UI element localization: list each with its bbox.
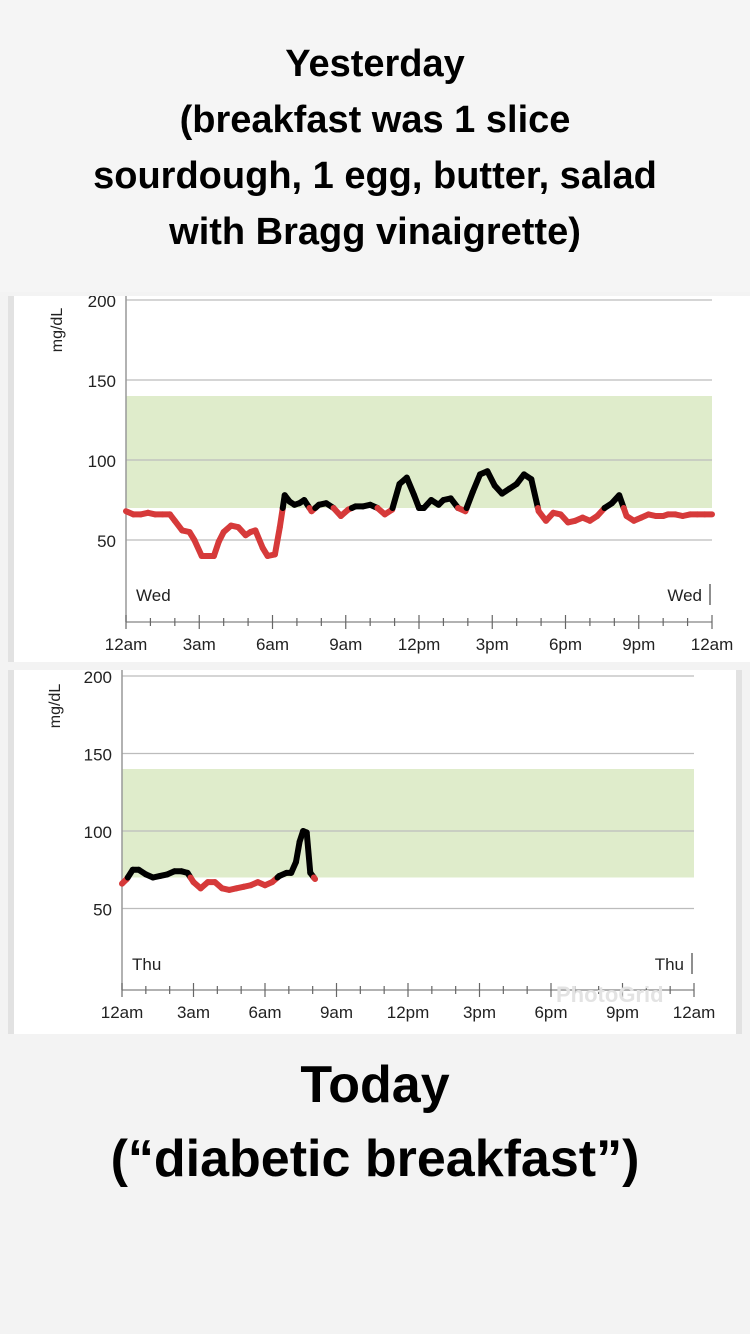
- top-caption: Yesterday (breakfast was 1 slice sourdou…: [0, 0, 750, 292]
- glucose-chart-svg: 50 100 150 200 mg/dL 12am 3am 6am 9am 12pm 3pm 6pm 9…: [49, 290, 734, 654]
- caption-line: sourdough, 1 egg, butter, salad: [93, 155, 657, 197]
- x-tick-label: 9am: [320, 1003, 353, 1022]
- y-tick-label: 100: [84, 823, 112, 842]
- target-range-band: [126, 396, 712, 508]
- glucose-chart-svg: 50 100 150 200 mg/dL 12am 3am 6am 9am 12pm 3pm 6pm 9…: [47, 666, 716, 1022]
- y-tick-label: 150: [84, 746, 112, 765]
- y-axis-label: mg/dL: [49, 308, 66, 353]
- day-label-right: Wed: [667, 586, 702, 605]
- x-tick-label: 12pm: [387, 1003, 430, 1022]
- photogrid-watermark: PhotoGrid: [556, 982, 664, 1007]
- x-tick-label: 12am: [105, 635, 148, 654]
- caption-line: (“diabetic breakfast”): [110, 1130, 640, 1188]
- x-tick-label: 3pm: [476, 635, 509, 654]
- glucose-line-segment: [310, 874, 319, 883]
- y-tick-label: 50: [93, 901, 112, 920]
- glucose-line-segment: [303, 829, 314, 876]
- bottom-caption: Today (“diabetic breakfast”): [0, 1042, 750, 1334]
- glucose-line-segment: [276, 505, 286, 531]
- y-tick-label: 50: [97, 532, 116, 551]
- y-tick-label: 150: [88, 372, 116, 391]
- x-tick-label: 6am: [256, 635, 289, 654]
- glucose-line-segment: [469, 471, 484, 495]
- caption-line: with Bragg vinaigrette): [169, 211, 581, 253]
- y-tick-label: 100: [88, 452, 116, 471]
- glucose-chart-today: 50 100 150 200 mg/dL 12am 3am 6am 9am 12pm 3pm 6pm 9…: [8, 666, 742, 1034]
- glucose-line-segment: [252, 527, 266, 551]
- x-tick-label: 6pm: [549, 635, 582, 654]
- x-tick-label: 3pm: [463, 1003, 496, 1022]
- glucose-line-segment: [403, 474, 418, 499]
- y-tick-label: 200: [84, 670, 112, 687]
- day-label-left: Wed: [136, 586, 171, 605]
- x-tick-label: 3am: [183, 635, 216, 654]
- x-tick-label: 6am: [248, 1003, 281, 1022]
- day-label-right: Thu: [655, 955, 684, 974]
- x-tick-label: 12am: [673, 1003, 716, 1022]
- glucose-line-segment: [292, 838, 303, 865]
- x-tick-label: 9am: [329, 635, 362, 654]
- x-tick-label: 12pm: [398, 635, 441, 654]
- glucose-line-segment: [271, 524, 283, 558]
- x-tick-label: 9pm: [622, 635, 655, 654]
- y-axis-label: mg/dL: [47, 684, 64, 729]
- x-tick-label: 12am: [101, 1003, 144, 1022]
- caption-line: Yesterday: [285, 43, 465, 85]
- x-tick-label: 6pm: [534, 1003, 567, 1022]
- day-label-left: Thu: [132, 955, 161, 974]
- target-range-band: [122, 769, 694, 878]
- caption-line: (breakfast was 1 slice: [179, 99, 571, 141]
- y-tick-label: 200: [88, 296, 116, 311]
- x-tick-label: 3am: [177, 1003, 210, 1022]
- glucose-chart-yesterday: 50 100 150 200 mg/dL 12am 3am 6am 9am 12pm 3pm 6pm 9…: [8, 290, 750, 662]
- glucose-line-segment: [389, 481, 403, 511]
- x-tick-label: 9pm: [606, 1003, 639, 1022]
- caption-line: Today: [300, 1056, 450, 1114]
- x-tick-label: 12am: [691, 635, 734, 654]
- glucose-line-segment: [528, 476, 541, 511]
